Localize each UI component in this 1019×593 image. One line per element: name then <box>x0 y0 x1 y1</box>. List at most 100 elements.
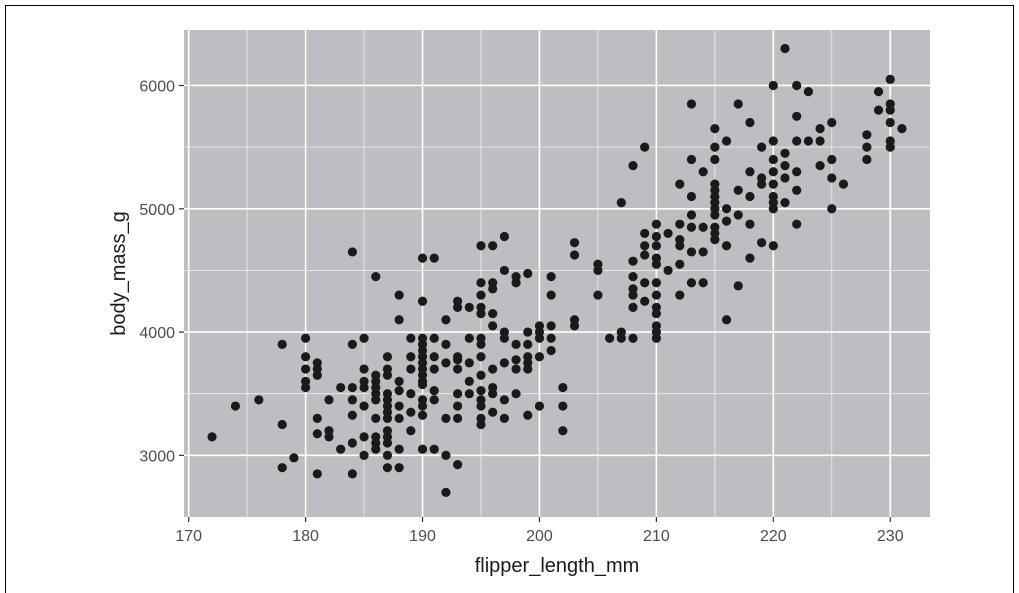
data-point <box>710 210 720 220</box>
data-point <box>698 167 708 177</box>
data-point <box>873 105 884 115</box>
data-point <box>488 284 498 294</box>
data-point <box>651 290 661 300</box>
data-point <box>476 401 486 411</box>
data-point <box>347 469 357 479</box>
data-point <box>780 173 790 183</box>
data-point <box>312 413 322 423</box>
data-points <box>207 43 907 497</box>
data-point <box>511 339 521 349</box>
data-point <box>558 426 568 436</box>
data-point <box>406 364 416 374</box>
data-point <box>651 308 661 319</box>
data-point <box>640 228 650 239</box>
data-point <box>347 382 357 393</box>
data-point <box>558 382 568 393</box>
data-point <box>429 444 439 454</box>
data-point <box>382 450 393 460</box>
data-point <box>815 161 825 171</box>
data-point <box>301 333 311 343</box>
data-point <box>873 87 884 97</box>
data-point <box>792 167 802 177</box>
data-point <box>336 444 346 454</box>
data-point <box>301 382 311 393</box>
data-point <box>675 241 685 251</box>
data-point <box>862 142 872 152</box>
data-point <box>569 238 580 248</box>
data-point <box>523 339 533 349</box>
data-point <box>488 241 498 251</box>
data-point <box>382 370 393 380</box>
data-point <box>464 358 474 368</box>
data-point <box>745 167 755 177</box>
data-point <box>628 271 638 282</box>
data-point <box>453 389 463 399</box>
y-tick-label: 5000 <box>139 202 175 219</box>
x-axis-title: flipper_length_mm <box>475 555 640 577</box>
data-point <box>686 247 697 257</box>
data-point <box>499 265 509 276</box>
data-point <box>593 265 603 276</box>
data-point <box>429 253 439 263</box>
data-point <box>698 247 708 257</box>
data-point <box>710 124 720 134</box>
data-point <box>710 234 720 245</box>
data-point <box>476 278 486 288</box>
data-point <box>663 228 673 239</box>
data-point <box>429 333 439 343</box>
data-point <box>745 253 755 263</box>
data-point <box>546 321 556 331</box>
data-point <box>464 302 474 313</box>
data-point <box>254 395 264 405</box>
data-point <box>476 308 486 319</box>
data-point <box>347 247 357 257</box>
data-point <box>640 296 650 306</box>
y-tick-label: 6000 <box>139 78 175 95</box>
data-point <box>394 290 404 300</box>
data-point <box>745 117 755 128</box>
y-tick-label: 3000 <box>139 448 175 465</box>
data-point <box>289 453 299 463</box>
data-point <box>453 401 463 411</box>
data-point <box>546 290 556 300</box>
data-point <box>768 154 778 165</box>
data-point <box>616 198 626 208</box>
data-point <box>534 401 545 411</box>
data-point <box>324 432 334 442</box>
x-tick-label: 190 <box>409 528 436 545</box>
data-point <box>511 278 521 288</box>
data-point <box>312 370 322 380</box>
plot-panel <box>184 30 930 517</box>
data-point <box>359 333 369 343</box>
data-point <box>745 191 755 202</box>
data-point <box>651 219 661 229</box>
data-point <box>371 395 381 405</box>
data-point <box>897 124 907 134</box>
data-point <box>312 469 322 479</box>
data-point <box>359 401 369 411</box>
data-point <box>453 460 463 470</box>
data-point <box>499 358 509 368</box>
data-point <box>616 333 626 343</box>
data-point <box>803 87 813 97</box>
data-point <box>417 253 428 263</box>
data-point <box>675 290 685 300</box>
data-point <box>429 395 439 405</box>
data-point <box>593 290 603 300</box>
data-point <box>511 389 521 399</box>
data-point <box>406 389 416 399</box>
data-point <box>651 231 661 242</box>
data-point <box>815 124 825 134</box>
data-point <box>803 136 813 146</box>
x-tick-label: 180 <box>292 528 319 545</box>
data-point <box>429 352 439 362</box>
data-point <box>371 444 381 454</box>
y-axis-title: body_mass_g <box>108 211 130 336</box>
data-point <box>628 290 638 300</box>
data-point <box>757 179 767 189</box>
data-point <box>721 315 732 325</box>
data-point <box>406 407 416 417</box>
data-point <box>441 487 451 497</box>
data-point <box>757 142 767 152</box>
data-point <box>768 241 778 251</box>
